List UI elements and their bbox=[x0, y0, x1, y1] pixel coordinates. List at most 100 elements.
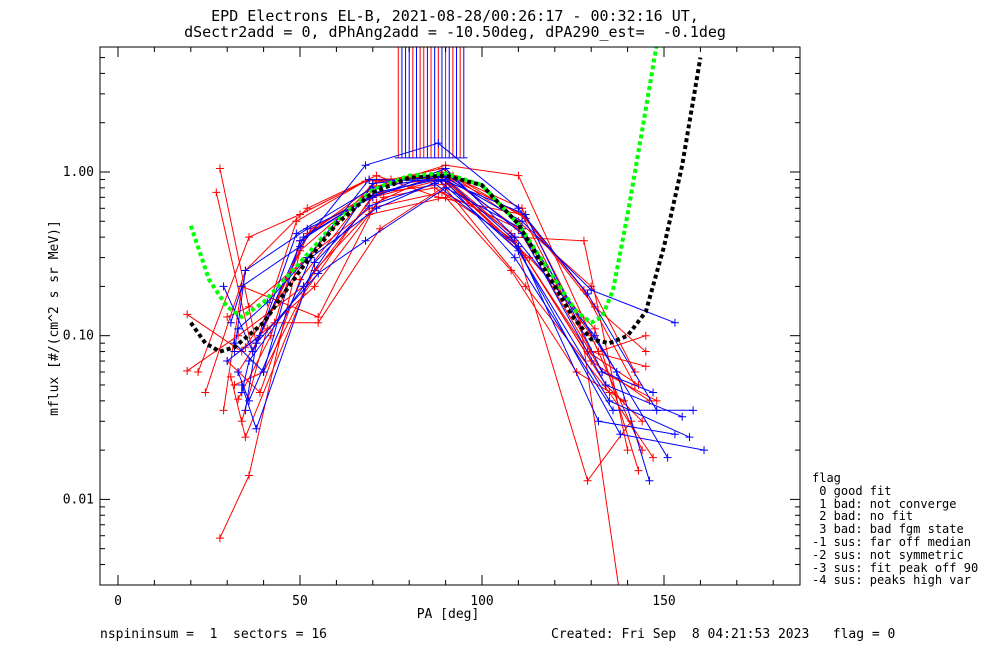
legend-item: -2 sus: not symmetric bbox=[812, 547, 964, 562]
data-point bbox=[241, 406, 250, 415]
legend-item: -3 sus: fit peak off 90 bbox=[812, 560, 979, 575]
data-point bbox=[641, 362, 650, 371]
data-point bbox=[583, 476, 592, 485]
data-point bbox=[634, 466, 643, 475]
data-point bbox=[310, 258, 319, 267]
data-point bbox=[700, 446, 709, 455]
chart-title-line-1: EPD Electrons EL-B, 2021-08-28/00:26:17 … bbox=[211, 7, 699, 25]
data-point bbox=[365, 201, 374, 210]
data-point bbox=[594, 417, 603, 426]
data-point bbox=[521, 210, 530, 219]
data-point bbox=[641, 331, 650, 340]
data-point bbox=[234, 331, 243, 340]
axis-ticks: 0 50 100 150 0.01 0.10 1.00 bbox=[63, 47, 800, 609]
data-point bbox=[194, 368, 203, 377]
series-line bbox=[226, 191, 643, 451]
data-point bbox=[670, 430, 679, 439]
flag-legend: flag 0 good fit 1 bad: not converge 2 ba… bbox=[812, 472, 978, 587]
y-tick-label: 0.10 bbox=[63, 329, 94, 344]
series-line bbox=[237, 178, 654, 403]
data-point bbox=[510, 253, 519, 262]
data-point bbox=[245, 357, 254, 366]
data-point bbox=[638, 417, 647, 426]
data-point bbox=[645, 476, 654, 485]
data-point bbox=[590, 324, 599, 333]
data-point bbox=[616, 430, 625, 439]
plot-frame bbox=[99, 46, 801, 586]
data-point bbox=[212, 188, 221, 197]
data-point bbox=[638, 446, 647, 455]
y-axis-label: mflux [#/(cm^2 s sr MeV)] bbox=[47, 220, 62, 416]
data-point bbox=[219, 282, 228, 291]
x-tick-label: 100 bbox=[470, 594, 493, 609]
data-point bbox=[670, 318, 679, 327]
data-point bbox=[685, 433, 694, 442]
legend-title: flag bbox=[812, 471, 841, 485]
legend-item: 1 bad: not converge bbox=[812, 496, 957, 511]
data-point bbox=[434, 175, 443, 184]
data-point bbox=[361, 161, 370, 170]
data-point bbox=[230, 380, 239, 389]
data-point bbox=[616, 594, 624, 602]
data-point bbox=[252, 339, 261, 348]
data-point bbox=[237, 388, 246, 397]
data-point bbox=[678, 412, 687, 421]
data-point bbox=[245, 233, 254, 242]
fit-curve-black bbox=[189, 57, 703, 354]
data-point bbox=[241, 433, 250, 442]
data-point bbox=[215, 534, 224, 543]
x-tick-label: 50 bbox=[292, 594, 308, 609]
data-point bbox=[518, 217, 527, 226]
data-point bbox=[689, 406, 698, 415]
data-point bbox=[241, 266, 250, 275]
data-point bbox=[237, 417, 246, 426]
data-point bbox=[601, 380, 610, 389]
data-point bbox=[201, 388, 210, 397]
data-point bbox=[292, 217, 301, 226]
data-point bbox=[234, 324, 243, 333]
data-point bbox=[303, 204, 312, 213]
data-point bbox=[234, 368, 243, 377]
data-point bbox=[441, 193, 450, 202]
x-tick-label: 150 bbox=[652, 594, 675, 609]
data-point bbox=[434, 193, 443, 202]
data-point bbox=[514, 171, 523, 180]
data-point bbox=[372, 204, 381, 213]
chart-title-line-2: dSectr2add = 0, dPhAng2add = -10.50deg, … bbox=[184, 23, 726, 41]
data-point bbox=[379, 193, 388, 202]
legend-item: -4 sus: peaks high var bbox=[812, 573, 971, 588]
data-point bbox=[583, 289, 592, 298]
series-line bbox=[241, 182, 675, 435]
series-line bbox=[234, 187, 632, 482]
series-line bbox=[223, 171, 619, 585]
data-point bbox=[314, 269, 323, 278]
footer-right: Created: Fri Sep 8 04:21:53 2023 flag = … bbox=[551, 627, 896, 642]
data-point bbox=[441, 183, 450, 192]
data-point bbox=[663, 453, 672, 462]
legend-item: 2 bad: no fit bbox=[812, 509, 914, 524]
data-point bbox=[365, 210, 374, 219]
data-point bbox=[609, 406, 618, 415]
spike-lines bbox=[394, 47, 468, 159]
legend-item: 3 bad: bad fgm state bbox=[812, 522, 964, 537]
data-point bbox=[237, 380, 246, 389]
data-point bbox=[234, 395, 243, 404]
y-tick-label: 0.01 bbox=[63, 492, 94, 507]
data-point bbox=[292, 229, 301, 238]
data-point bbox=[296, 210, 304, 219]
data-point bbox=[619, 396, 628, 405]
data-point bbox=[237, 282, 246, 291]
data-point bbox=[296, 236, 304, 245]
data-point bbox=[434, 139, 443, 148]
plot-border bbox=[99, 46, 801, 586]
data-point bbox=[441, 164, 450, 173]
data-point bbox=[259, 368, 268, 377]
data-point bbox=[579, 236, 588, 245]
series-line bbox=[244, 187, 650, 481]
x-tick-label: 0 bbox=[114, 594, 122, 609]
data-point bbox=[652, 396, 661, 405]
data-point bbox=[612, 368, 621, 377]
data-point bbox=[183, 366, 192, 375]
data-point bbox=[507, 233, 516, 242]
